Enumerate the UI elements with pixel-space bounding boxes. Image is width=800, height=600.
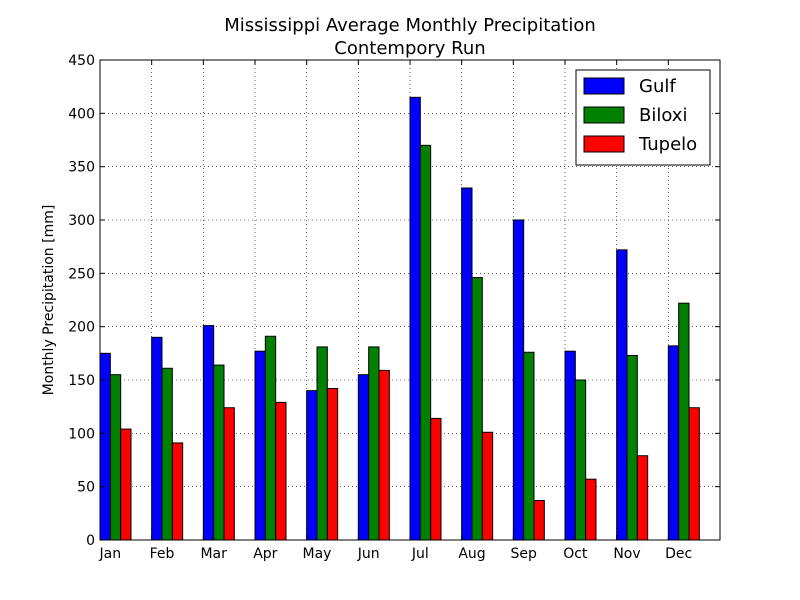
bar-biloxi — [523, 351, 535, 541]
bar-tupelo — [275, 401, 287, 541]
y-tick-label: 200 — [68, 320, 95, 336]
bar-tupelo — [223, 407, 235, 541]
y-tick-label: 100 — [68, 426, 95, 442]
bar-biloxi — [471, 277, 483, 541]
x-tick-label: Jun — [357, 546, 380, 562]
bar-biloxi — [678, 302, 690, 541]
legend-swatch — [583, 106, 625, 124]
x-tick-label: May — [303, 546, 332, 562]
bar-biloxi — [213, 364, 225, 541]
legend-swatch — [583, 135, 625, 153]
bar-gulf — [616, 249, 628, 541]
y-tick-label: 300 — [68, 213, 95, 229]
x-tick-label: Jan — [99, 546, 122, 562]
bar-biloxi — [419, 144, 432, 541]
y-tick-label: 400 — [68, 106, 95, 122]
x-tick-label: Nov — [613, 546, 640, 562]
x-tick-label: Jul — [411, 546, 429, 562]
bar-gulf — [99, 352, 111, 541]
y-tick-label: 150 — [68, 373, 95, 389]
y-axis-label: Monthly Precipitation [mm] — [41, 205, 57, 396]
bar-gulf — [564, 350, 576, 541]
bar-biloxi — [574, 379, 587, 541]
bar-gulf — [202, 325, 215, 541]
bar-gulf — [461, 187, 473, 541]
bar-tupelo — [585, 478, 597, 541]
legend-label: Biloxi — [639, 105, 687, 126]
legend-swatch — [583, 77, 625, 95]
x-tick-label: Oct — [563, 546, 588, 562]
legend: Gulf Biloxi Tupelo — [575, 69, 711, 166]
y-tick-label: 450 — [68, 53, 95, 69]
bar-biloxi — [626, 354, 638, 541]
bar-tupelo — [688, 407, 700, 541]
bar-biloxi — [368, 346, 380, 541]
bar-gulf — [512, 219, 525, 541]
x-tick-label: Aug — [458, 546, 485, 562]
y-tick-label: 250 — [68, 266, 95, 282]
bar-gulf — [409, 96, 421, 541]
bar-biloxi — [161, 367, 173, 541]
y-tick-label: 0 — [86, 533, 95, 549]
x-tick-label: Dec — [665, 546, 692, 562]
x-tick-label: Mar — [200, 546, 227, 562]
bars — [99, 96, 700, 541]
bar-gulf — [667, 345, 680, 541]
bar-tupelo — [120, 428, 132, 541]
bar-gulf — [151, 336, 163, 541]
bar-gulf — [306, 390, 318, 541]
bar-tupelo — [481, 431, 494, 541]
bar-biloxi — [316, 346, 328, 541]
bar-tupelo — [533, 500, 545, 541]
y-tick-label: 50 — [77, 480, 95, 496]
x-tick-label: Apr — [253, 546, 277, 562]
bar-tupelo — [636, 455, 649, 541]
bar-tupelo — [378, 369, 390, 541]
bar-gulf — [357, 374, 370, 541]
bar-biloxi — [264, 335, 277, 541]
bar-gulf — [254, 350, 266, 541]
bar-biloxi — [109, 374, 122, 541]
x-tick-label: Sep — [510, 546, 537, 562]
x-tick-label: Feb — [150, 546, 175, 562]
legend-label: Tupelo — [638, 134, 697, 155]
chart-subtitle: Contempory Run — [334, 38, 485, 59]
y-tick-label: 350 — [68, 160, 95, 176]
chart-title: Mississippi Average Monthly Precipitatio… — [224, 15, 596, 36]
bar-tupelo — [430, 417, 442, 541]
bar-tupelo — [171, 442, 184, 541]
axis-ticks: 0 50 100 150 200 250 300 350 400 450 Jan Feb Mar Apr M… — [68, 53, 720, 562]
bar-tupelo — [326, 388, 339, 541]
legend-label: Gulf — [639, 76, 676, 97]
